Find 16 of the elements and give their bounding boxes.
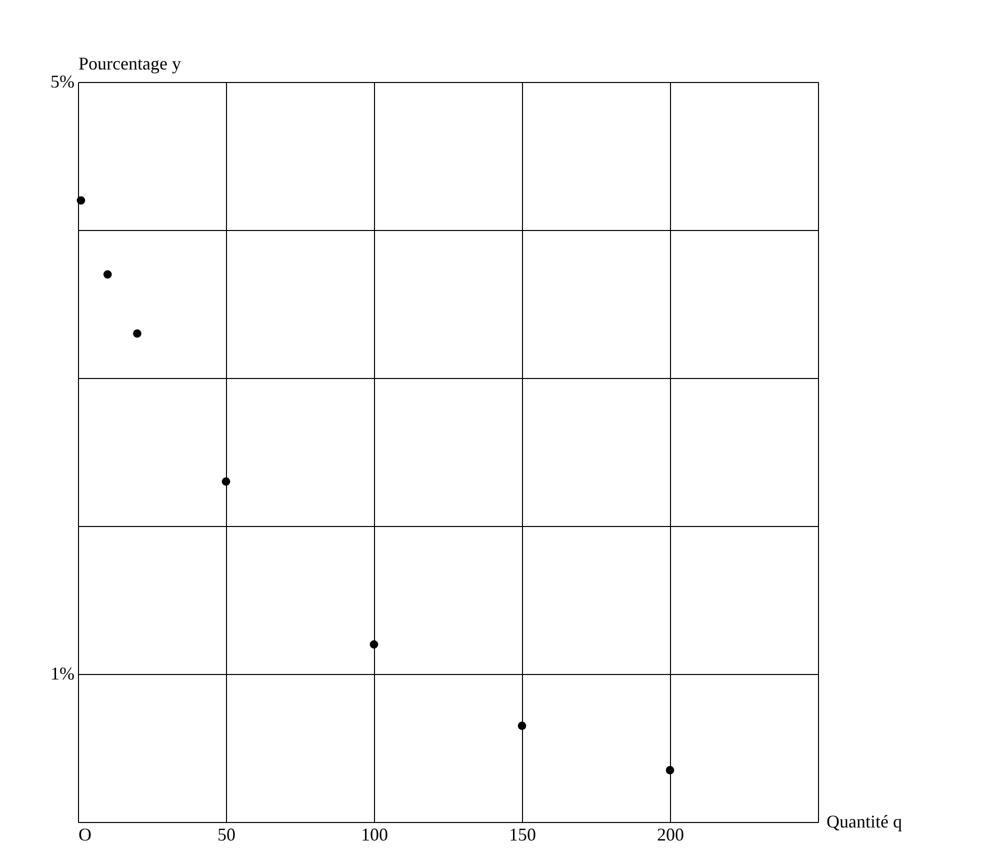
x-tick-label: O [78, 824, 92, 844]
y-tick-label: 1% [50, 664, 74, 684]
point [370, 640, 378, 649]
point [133, 329, 142, 338]
point [222, 477, 230, 486]
x-tick-label: 50 [218, 824, 236, 844]
point [666, 766, 674, 774]
x-tick-label: 150 [509, 824, 536, 844]
y-tick-label: 5% [50, 72, 74, 92]
x-axis-title: Quantité q [826, 812, 902, 832]
point [518, 722, 526, 730]
point [103, 270, 112, 279]
x-tick-label: 100 [361, 824, 388, 844]
y-axis-title: Pourcentage y [78, 54, 181, 74]
x-tick-label: 200 [657, 824, 684, 844]
point [76, 196, 86, 205]
